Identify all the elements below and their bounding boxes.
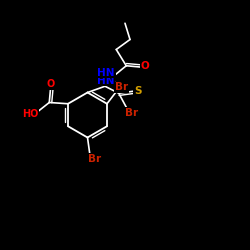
Text: HO: HO (22, 109, 38, 119)
Text: HN: HN (97, 76, 114, 86)
Text: Br: Br (115, 82, 128, 92)
Text: O: O (140, 61, 149, 71)
Text: O: O (46, 79, 55, 89)
Text: HN: HN (98, 68, 115, 78)
Text: S: S (134, 86, 141, 96)
Text: Br: Br (126, 108, 138, 118)
Text: Br: Br (88, 154, 101, 164)
